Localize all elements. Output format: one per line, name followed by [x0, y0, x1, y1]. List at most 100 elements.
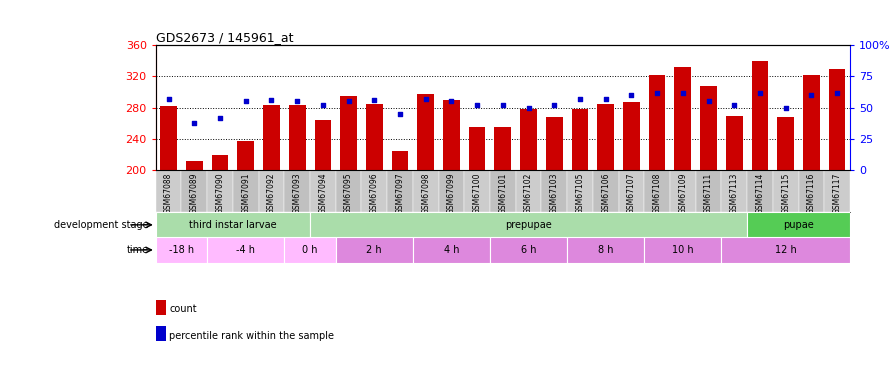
Point — [290, 99, 304, 105]
Text: 10 h: 10 h — [672, 245, 693, 255]
Bar — [571, 109, 588, 171]
Text: GSM67096: GSM67096 — [369, 172, 379, 214]
Point — [444, 99, 458, 105]
Bar — [238, 141, 255, 171]
Point — [239, 99, 253, 105]
Point — [418, 96, 433, 102]
Point — [316, 102, 330, 108]
Text: GSM67089: GSM67089 — [190, 172, 198, 214]
Bar — [156, 237, 207, 262]
Point — [701, 99, 716, 105]
Bar — [413, 171, 439, 212]
Bar — [465, 171, 490, 212]
Text: GSM67097: GSM67097 — [395, 172, 405, 214]
Text: 6 h: 6 h — [521, 245, 537, 255]
Bar — [675, 67, 692, 171]
Text: GSM67098: GSM67098 — [421, 172, 430, 214]
Point — [342, 99, 356, 105]
Bar — [284, 171, 310, 212]
Bar — [233, 171, 259, 212]
Bar — [366, 104, 383, 171]
Point — [187, 120, 201, 126]
Text: GSM67113: GSM67113 — [730, 172, 739, 214]
Point — [522, 105, 536, 111]
Text: 0 h: 0 h — [303, 245, 318, 255]
Bar — [340, 96, 357, 171]
Text: GSM67102: GSM67102 — [524, 172, 533, 214]
Text: third instar larvae: third instar larvae — [189, 220, 277, 230]
Point — [805, 92, 819, 98]
Bar — [722, 237, 850, 262]
Bar — [182, 171, 207, 212]
Point — [392, 111, 407, 117]
Text: GSM67103: GSM67103 — [550, 172, 559, 214]
Bar — [336, 171, 361, 212]
Point — [547, 102, 562, 108]
Bar — [829, 69, 846, 171]
Text: 4 h: 4 h — [444, 245, 459, 255]
Point — [830, 90, 845, 96]
Bar — [726, 116, 742, 171]
Text: 2 h: 2 h — [367, 245, 382, 255]
Point — [676, 90, 690, 96]
Text: GDS2673 / 145961_at: GDS2673 / 145961_at — [156, 31, 293, 44]
Bar — [314, 120, 331, 171]
Text: GSM67111: GSM67111 — [704, 172, 713, 214]
Bar — [336, 237, 413, 262]
Text: GSM67117: GSM67117 — [832, 172, 842, 214]
Text: GSM67100: GSM67100 — [473, 172, 481, 214]
Bar — [515, 171, 541, 212]
Bar — [752, 61, 768, 171]
Point — [213, 115, 227, 121]
Point — [727, 102, 741, 108]
Point — [368, 97, 382, 103]
Point — [496, 102, 510, 108]
Bar — [259, 171, 284, 212]
Text: GSM67115: GSM67115 — [781, 172, 790, 214]
Text: GSM67114: GSM67114 — [756, 172, 765, 214]
Bar — [722, 171, 747, 212]
Point — [624, 92, 638, 98]
Bar — [443, 100, 460, 171]
Point — [599, 96, 613, 102]
Bar — [207, 237, 284, 262]
Point — [470, 102, 484, 108]
Bar — [156, 171, 182, 212]
Bar — [649, 75, 666, 171]
Text: GSM67106: GSM67106 — [601, 172, 611, 214]
Bar — [700, 86, 717, 171]
Text: -18 h: -18 h — [169, 245, 194, 255]
Bar — [413, 237, 490, 262]
Bar — [773, 171, 798, 212]
Bar — [392, 151, 409, 171]
Bar — [263, 105, 279, 171]
Text: -4 h: -4 h — [236, 245, 255, 255]
Bar — [469, 127, 486, 171]
Bar — [521, 109, 537, 171]
Bar — [361, 171, 387, 212]
Point — [753, 90, 767, 96]
Point — [779, 105, 793, 111]
Bar — [160, 106, 177, 171]
Point — [264, 97, 279, 103]
Bar — [186, 161, 203, 171]
Text: GSM67105: GSM67105 — [576, 172, 585, 214]
Text: GSM67093: GSM67093 — [293, 172, 302, 214]
Bar — [619, 171, 644, 212]
Text: GSM67092: GSM67092 — [267, 172, 276, 214]
Text: GSM67107: GSM67107 — [627, 172, 636, 214]
Text: time: time — [126, 245, 149, 255]
Bar — [567, 171, 593, 212]
Bar — [803, 75, 820, 171]
Text: GSM67116: GSM67116 — [807, 172, 816, 214]
Bar — [156, 212, 310, 237]
Bar — [207, 171, 233, 212]
Point — [650, 90, 664, 96]
Text: pupae: pupae — [783, 220, 813, 230]
Bar — [490, 171, 515, 212]
Text: 12 h: 12 h — [775, 245, 797, 255]
Bar — [310, 171, 336, 212]
Bar — [288, 105, 305, 171]
Bar — [417, 94, 434, 171]
Bar — [597, 104, 614, 171]
